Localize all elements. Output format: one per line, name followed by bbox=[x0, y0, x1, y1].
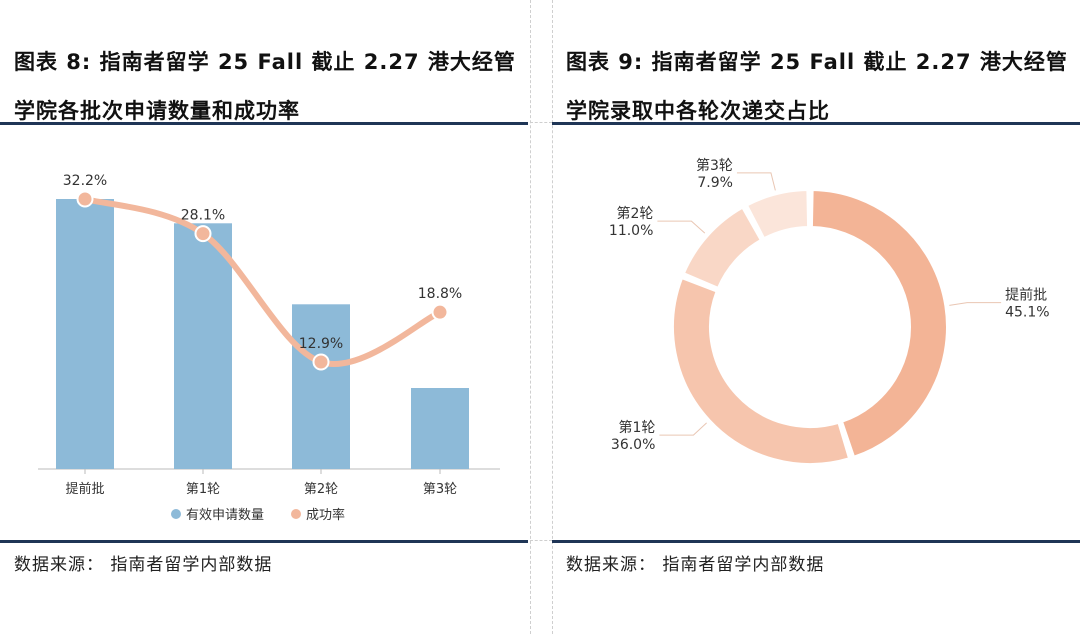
bar-4 bbox=[411, 388, 469, 469]
donut-slice-2 bbox=[672, 277, 851, 465]
panel-divider-right bbox=[552, 0, 553, 634]
panel-divider-left bbox=[530, 0, 531, 634]
slice-percent: 7.9% bbox=[697, 175, 733, 191]
left-title-line-1: 图表 8: 指南者留学 25 Fall 截止 2.27 港大经管 bbox=[14, 50, 516, 74]
rate-data-label: 28.1% bbox=[181, 208, 225, 224]
rate-point-3 bbox=[312, 353, 330, 371]
legend-label-rate: 成功率 bbox=[306, 507, 345, 523]
legend-label-applications: 有效申请数量 bbox=[186, 508, 264, 523]
rate-point-1 bbox=[76, 190, 94, 208]
donut-slice-3 bbox=[682, 206, 762, 289]
rate-data-label: 12.9% bbox=[299, 336, 343, 352]
slice-label: 提前批 bbox=[1005, 287, 1047, 304]
slice-percent: 45.1% bbox=[1005, 305, 1049, 321]
bar-3 bbox=[292, 304, 350, 469]
leader-line bbox=[657, 220, 706, 234]
x-tick-label: 第1轮 bbox=[186, 482, 220, 497]
legend-marker-applications bbox=[171, 509, 181, 519]
x-tick-label: 第2轮 bbox=[304, 482, 338, 497]
bar-2 bbox=[174, 223, 232, 469]
left-figure-panel: 图表 8: 指南者留学 25 Fall 截止 2.27 港大经管 学院各批次申请… bbox=[0, 0, 528, 634]
right-source-rule bbox=[552, 540, 1080, 543]
donut-slice-1 bbox=[810, 189, 948, 458]
right-title-line-2: 学院录取中各轮次递交占比 bbox=[566, 99, 830, 123]
slice-label: 第1轮 bbox=[618, 419, 655, 436]
bar-line-chart: 提前批 第1轮 第2轮 第3轮 32.2% 28.1% 12.9% 18.8% 有效申请数量 成功… bbox=[38, 173, 500, 523]
leader-line bbox=[736, 172, 776, 191]
rate-data-label: 32.2% bbox=[63, 173, 107, 189]
left-figure-title: 图表 8: 指南者留学 25 Fall 截止 2.27 港大经管 学院各批次申请… bbox=[14, 38, 518, 136]
left-title-rule bbox=[0, 122, 528, 125]
slice-label: 第2轮 bbox=[616, 205, 653, 222]
x-tick-label: 第3轮 bbox=[423, 482, 457, 497]
divider-tick bbox=[530, 540, 552, 541]
legend-marker-rate bbox=[291, 509, 301, 519]
right-title-rule bbox=[552, 122, 1080, 125]
left-source-note: 数据来源： 指南者留学内部数据 bbox=[14, 555, 273, 575]
slice-percent: 11.0% bbox=[609, 223, 653, 239]
rate-point-2 bbox=[194, 225, 212, 243]
right-source-note: 数据来源： 指南者留学内部数据 bbox=[566, 555, 825, 575]
x-tick-label: 提前批 bbox=[65, 481, 104, 497]
right-title-line-1: 图表 9: 指南者留学 25 Fall 截止 2.27 港大经管 bbox=[566, 50, 1068, 74]
rate-point-4 bbox=[431, 303, 449, 321]
donut-slice-4 bbox=[746, 189, 810, 240]
bar-1 bbox=[56, 199, 114, 469]
left-title-line-2: 学院各批次申请数量和成功率 bbox=[14, 99, 300, 123]
right-figure-title: 图表 9: 指南者留学 25 Fall 截止 2.27 港大经管 学院录取中各轮… bbox=[566, 38, 1070, 136]
slice-label: 第3轮 bbox=[696, 157, 733, 174]
leader-line bbox=[949, 302, 1002, 306]
success-rate-line bbox=[82, 196, 443, 367]
left-source-rule bbox=[0, 540, 528, 543]
rate-data-label: 18.8% bbox=[418, 286, 462, 302]
slice-percent: 36.0% bbox=[611, 437, 655, 453]
right-figure-panel: 图表 9: 指南者留学 25 Fall 截止 2.27 港大经管 学院录取中各轮… bbox=[552, 0, 1080, 634]
leader-line bbox=[659, 422, 707, 436]
divider-tick bbox=[530, 122, 552, 123]
